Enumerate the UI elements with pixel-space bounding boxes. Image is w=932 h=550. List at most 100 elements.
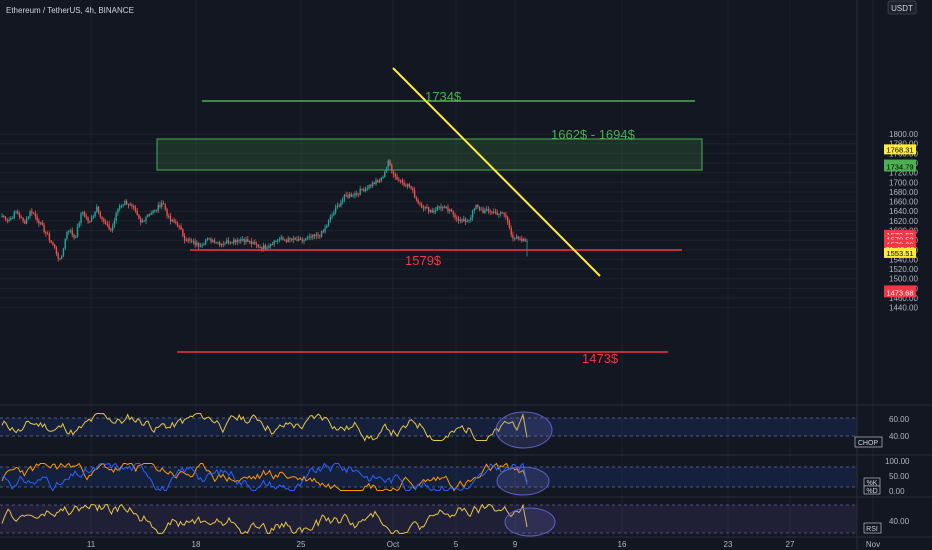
price-tick-label: 1660.00 <box>889 198 918 207</box>
trend-line[interactable] <box>392 67 601 277</box>
candle-body <box>433 210 435 213</box>
candle-body <box>127 204 130 206</box>
price-panel[interactable]: 1734$ 1662$ - 1694$ 1579$ 1473$ Ethereum… <box>1 6 703 366</box>
candle-body <box>71 230 73 235</box>
candle-body <box>48 233 51 241</box>
time-axis[interactable]: 11 18 25 Oct 5 9 16 23 27 Nov <box>87 540 880 549</box>
candle-body <box>55 247 58 254</box>
candle-body <box>521 238 523 241</box>
candle-body <box>442 207 444 209</box>
candle-body <box>155 210 158 212</box>
price-tick-label: 1640.00 <box>889 207 918 216</box>
stoch-highlight <box>496 466 550 496</box>
candle-body <box>519 238 521 240</box>
candle-body <box>87 217 89 222</box>
candle-body <box>183 236 186 241</box>
candle-body <box>506 217 509 222</box>
candle-body <box>69 230 72 232</box>
candle-body <box>413 190 416 198</box>
candle-body <box>454 214 456 218</box>
candle-body <box>97 206 100 213</box>
candle-body <box>34 213 37 217</box>
currency-unit-box[interactable] <box>887 0 917 15</box>
candle-body <box>280 237 282 240</box>
price-tag-box <box>884 247 916 258</box>
candle-body <box>219 242 221 246</box>
candle-body <box>301 239 303 242</box>
price-tag: 1473.68 <box>886 288 913 297</box>
candle-body <box>68 231 70 233</box>
candle-body <box>78 223 80 227</box>
candle-body <box>283 239 286 241</box>
candle-body <box>18 213 21 218</box>
candle-body <box>175 221 177 224</box>
candle-body <box>132 205 135 208</box>
stoch-panel[interactable] <box>0 462 857 496</box>
chop-band <box>0 418 857 436</box>
candle-body <box>3 216 5 218</box>
candle-body <box>341 199 344 203</box>
candle-body <box>75 236 77 238</box>
candle-body <box>206 238 209 241</box>
candle-body <box>450 209 453 212</box>
candle-body <box>401 180 404 183</box>
candle-body <box>129 204 131 206</box>
candle-body <box>150 213 152 215</box>
candle-body <box>27 216 30 219</box>
chop-line <box>1 412 528 442</box>
candle-body <box>515 236 518 239</box>
price-tag-box <box>884 287 916 298</box>
time-tick-label: 9 <box>513 540 518 549</box>
candle-body <box>419 203 421 205</box>
candle-body <box>331 215 333 217</box>
chart-title: Ethereum / TetherUS, 4h, BINANCE <box>6 6 134 15</box>
candle-body <box>255 243 258 245</box>
price-tick-label: 1700.00 <box>889 178 918 187</box>
candle-body <box>25 218 28 224</box>
chop-panel[interactable] <box>0 411 857 449</box>
candle-body <box>292 238 295 241</box>
candle-body <box>449 209 451 212</box>
support-label: 1579$ <box>405 253 442 268</box>
candle-body <box>117 209 119 214</box>
candle-body <box>264 245 267 249</box>
candle-body <box>215 242 217 244</box>
candle-body <box>22 217 24 222</box>
candle-body <box>271 244 274 246</box>
candle-body <box>387 160 389 168</box>
price-tick-label: 1780.00 <box>889 140 918 149</box>
time-tick-label: 11 <box>87 540 96 549</box>
candle-body <box>375 180 377 185</box>
candle-body <box>505 214 507 218</box>
candle-body <box>89 221 91 223</box>
candle-body <box>452 211 454 215</box>
candle-body <box>410 186 412 189</box>
candle-body <box>503 213 505 215</box>
candle-body <box>350 194 353 197</box>
candle-body <box>46 233 49 235</box>
candle-body <box>436 206 439 211</box>
candle-body <box>359 189 361 195</box>
candle-body <box>417 199 419 204</box>
candle-body <box>508 221 511 229</box>
candle-body <box>510 228 512 235</box>
candle-body <box>120 205 123 207</box>
candle-body <box>29 211 31 217</box>
candle-body <box>498 213 500 215</box>
candle-body <box>415 197 418 200</box>
candle-body <box>470 217 472 221</box>
stoch-d-label: %D <box>866 488 877 495</box>
candle-body <box>145 216 147 221</box>
candle-body <box>308 236 310 238</box>
candle-body <box>233 239 235 243</box>
candle-body <box>15 211 17 213</box>
currency-unit: USDT <box>891 4 913 13</box>
rsi-panel[interactable] <box>0 503 857 537</box>
supply-zone[interactable] <box>156 138 703 171</box>
price-axis[interactable]: USDT 1800.001780.001760.001740.001720.00… <box>854 0 918 534</box>
candle-body <box>124 201 126 205</box>
candle-body <box>227 240 230 243</box>
candle-body <box>447 207 449 212</box>
candle-body <box>352 195 354 197</box>
